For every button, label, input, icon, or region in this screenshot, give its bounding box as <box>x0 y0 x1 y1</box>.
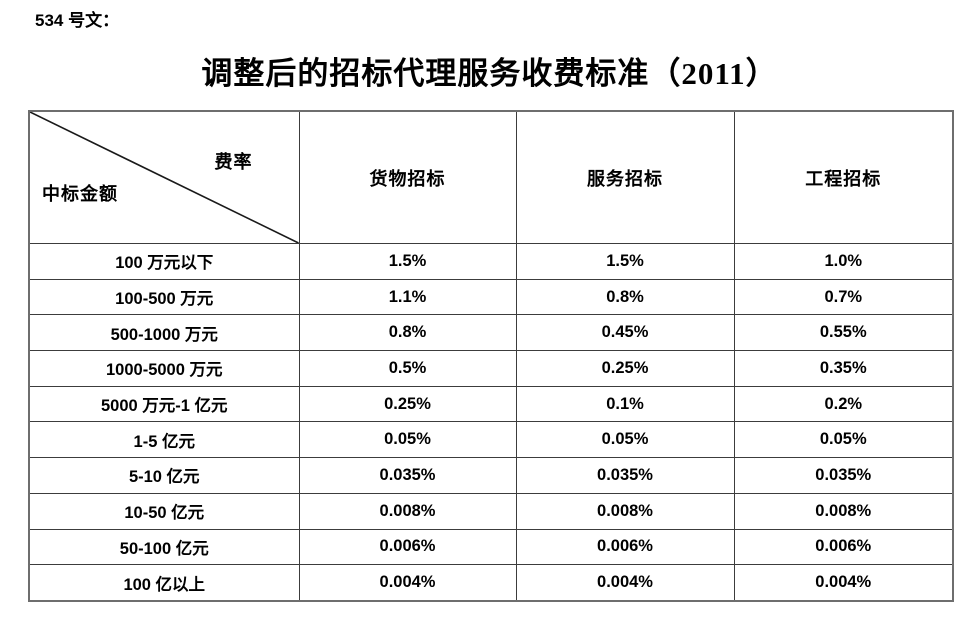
corner-label-fee-rate: 费率 <box>214 152 253 172</box>
rate-cell: 1.1% <box>298 278 517 316</box>
rate-cell: 0.25% <box>515 350 735 387</box>
table-row: 100 万元以下 1.5% 1.5% 1.0% <box>28 243 954 280</box>
rate-cell: 0.008% <box>733 492 954 530</box>
rate-cell: 0.05% <box>733 421 954 459</box>
table-corner-cell: 费率 中标金额 <box>28 110 300 244</box>
rate-cell: 0.004% <box>515 564 735 602</box>
column-header-service-tender: 服务招标 <box>515 110 735 244</box>
table-row: 1000-5000 万元 0.5% 0.25% 0.35% <box>28 350 954 387</box>
amount-range-cell: 500-1000 万元 <box>28 314 300 352</box>
rate-cell: 0.035% <box>298 457 517 494</box>
header-row: 费率 中标金额 货物招标 服务招标 工程招标 <box>28 110 954 244</box>
rate-cell: 1.5% <box>298 243 517 280</box>
rate-cell: 0.5% <box>298 350 517 387</box>
rate-cell: 0.55% <box>733 314 954 352</box>
rate-cell: 0.004% <box>298 564 517 602</box>
rate-cell: 0.8% <box>515 278 735 316</box>
rate-cell: 0.004% <box>733 564 954 602</box>
table-row: 5-10 亿元 0.035% 0.035% 0.035% <box>28 457 954 494</box>
doc-number-label: 534 号文： <box>35 11 120 30</box>
table-row: 50-100 亿元 0.006% 0.006% 0.006% <box>28 528 954 566</box>
table-row: 1-5 亿元 0.05% 0.05% 0.05% <box>28 421 954 459</box>
table-row: 100 亿以上 0.004% 0.004% 0.004% <box>28 564 954 602</box>
table-row: 10-50 亿元 0.008% 0.008% 0.008% <box>28 492 954 530</box>
rate-cell: 0.006% <box>298 528 517 566</box>
rate-cell: 0.35% <box>733 350 954 387</box>
table-body: 100 万元以下 1.5% 1.5% 1.0% 100-500 万元 1.1% … <box>28 243 954 602</box>
table-row: 500-1000 万元 0.8% 0.45% 0.55% <box>28 314 954 352</box>
amount-range-cell: 10-50 亿元 <box>28 492 300 530</box>
table-row: 100-500 万元 1.1% 0.8% 0.7% <box>28 278 954 316</box>
rate-cell: 0.8% <box>298 314 517 352</box>
rate-cell: 1.0% <box>733 243 954 280</box>
rate-cell: 0.05% <box>298 421 517 459</box>
rate-cell: 0.035% <box>515 457 735 494</box>
diagonal-divider-line <box>30 112 299 243</box>
column-header-goods-tender: 货物招标 <box>298 110 517 244</box>
amount-range-cell: 100-500 万元 <box>28 278 300 316</box>
rate-cell: 0.2% <box>733 385 954 423</box>
rate-cell: 0.008% <box>515 492 735 530</box>
corner-label-bid-amount: 中标金额 <box>42 184 118 204</box>
amount-range-cell: 5000 万元-1 亿元 <box>28 385 300 423</box>
rate-cell: 0.1% <box>515 385 735 423</box>
table-header: 费率 中标金额 货物招标 服务招标 工程招标 <box>28 110 954 244</box>
rate-cell: 0.035% <box>733 457 954 494</box>
rate-cell: 0.006% <box>515 528 735 566</box>
amount-range-cell: 1000-5000 万元 <box>28 350 300 387</box>
rate-cell: 0.05% <box>515 421 735 459</box>
rate-cell: 0.006% <box>733 528 954 566</box>
rate-cell: 0.7% <box>733 278 954 316</box>
amount-range-cell: 50-100 亿元 <box>28 528 300 566</box>
amount-range-cell: 5-10 亿元 <box>28 457 300 494</box>
rate-cell: 0.008% <box>298 492 517 530</box>
table-row: 5000 万元-1 亿元 0.25% 0.1% 0.2% <box>28 385 954 423</box>
rate-cell: 0.45% <box>515 314 735 352</box>
fee-rate-table: 费率 中标金额 货物招标 服务招标 工程招标 100 万元以下 1.5% 1.5… <box>28 110 954 602</box>
page-title: 调整后的招标代理服务收费标准（2011） <box>201 56 778 91</box>
rate-cell: 1.5% <box>515 243 735 280</box>
column-header-engineering-tender: 工程招标 <box>733 110 954 244</box>
amount-range-cell: 100 亿以上 <box>28 564 300 602</box>
rate-cell: 0.25% <box>298 385 517 423</box>
amount-range-cell: 1-5 亿元 <box>28 421 300 459</box>
amount-range-cell: 100 万元以下 <box>28 243 300 280</box>
